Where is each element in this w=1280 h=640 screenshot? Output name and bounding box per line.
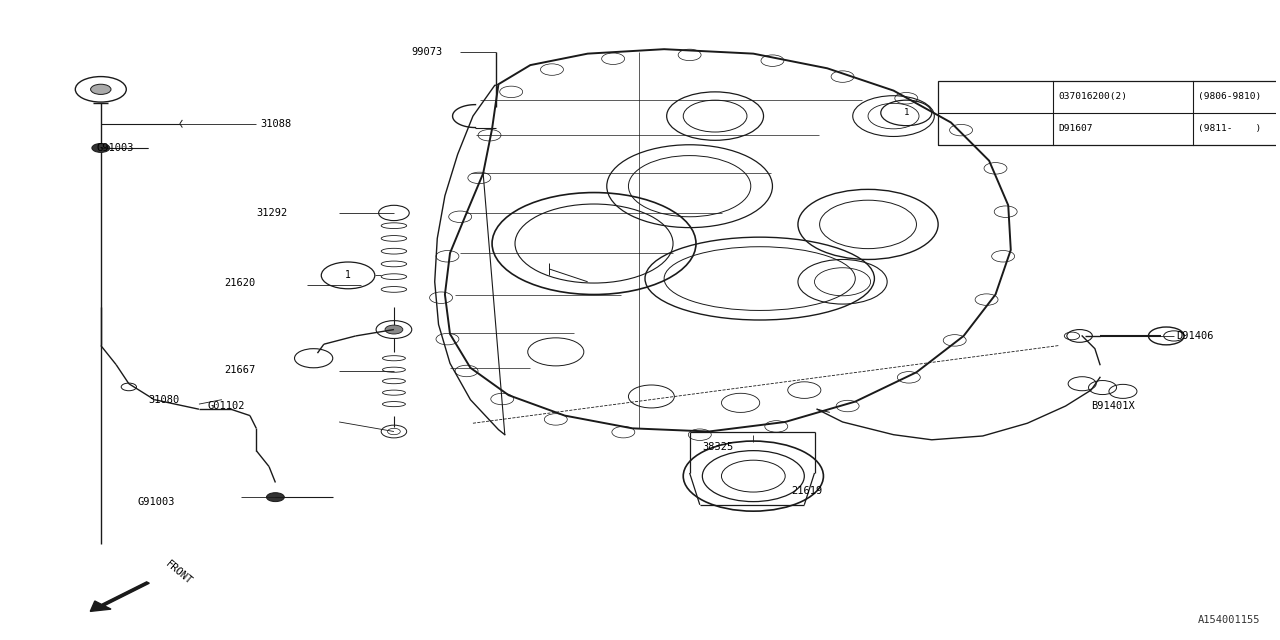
Text: (9806-9810): (9806-9810) (1198, 92, 1261, 102)
Circle shape (91, 84, 111, 95)
Text: 31088: 31088 (260, 119, 292, 129)
Text: B91401X: B91401X (1091, 401, 1135, 411)
Text: G91003: G91003 (138, 497, 175, 507)
Text: 21667: 21667 (224, 365, 256, 374)
Text: 21620: 21620 (224, 278, 256, 288)
Text: A154001155: A154001155 (1198, 614, 1261, 625)
Text: 31080: 31080 (148, 395, 179, 404)
FancyArrow shape (91, 582, 150, 611)
Text: 21619: 21619 (791, 486, 823, 496)
Circle shape (92, 143, 110, 152)
Text: 31292: 31292 (256, 208, 288, 218)
Text: D91607: D91607 (1059, 124, 1092, 133)
Text: 99073: 99073 (412, 47, 443, 58)
Text: 38325: 38325 (703, 442, 733, 452)
Text: D91406: D91406 (1176, 331, 1213, 341)
Text: G91003: G91003 (97, 143, 134, 153)
Text: 037016200(2): 037016200(2) (1059, 92, 1126, 102)
Text: G01102: G01102 (207, 401, 246, 411)
Text: 1: 1 (346, 270, 351, 280)
Text: 1: 1 (904, 108, 909, 117)
Bar (938, 81, 1280, 145)
Text: FRONT: FRONT (164, 559, 193, 587)
Circle shape (266, 493, 284, 502)
Text: (9811-    ): (9811- ) (1198, 124, 1261, 133)
Circle shape (385, 325, 403, 334)
